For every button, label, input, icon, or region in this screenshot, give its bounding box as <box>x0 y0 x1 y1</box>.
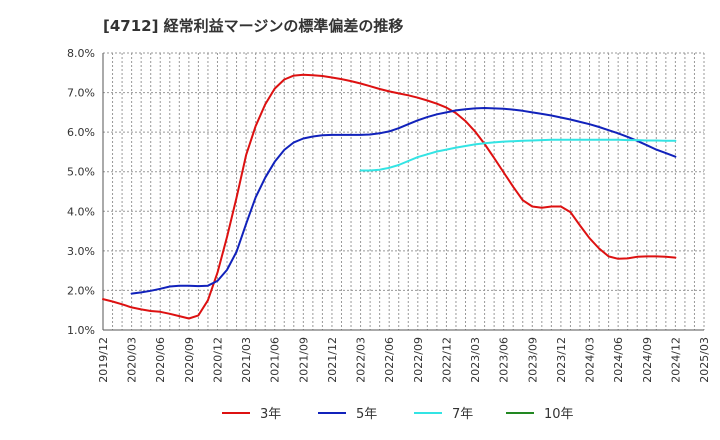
x-tick-label: 2025/03 <box>698 337 711 383</box>
x-tick-label: 2021/12 <box>326 337 339 383</box>
x-tick-label: 2023/06 <box>498 337 511 383</box>
x-tick-label: 2022/09 <box>412 337 425 383</box>
legend: 3年 5年 7年 10年 <box>222 407 574 422</box>
x-tick-label: 2024/09 <box>641 337 654 383</box>
series-layer <box>102 73 677 320</box>
grid <box>102 52 705 331</box>
legend-label-7y: 7年 <box>452 407 473 422</box>
x-tick-label: 2021/03 <box>240 337 253 383</box>
series-line-5y <box>130 107 677 295</box>
x-tick-label: 2024/12 <box>669 337 682 383</box>
x-tick-label: 2020/06 <box>154 337 167 383</box>
y-tick-label: 7.0% <box>67 87 95 100</box>
y-tick-label: 8.0% <box>67 47 95 60</box>
y-tick-label: 4.0% <box>67 205 95 218</box>
plot-area <box>103 53 704 330</box>
x-tick-label: 2023/03 <box>469 337 482 383</box>
x-tick-label: 2023/09 <box>526 337 539 383</box>
x-tick-label: 2020/03 <box>126 337 139 383</box>
y-tick-label: 6.0% <box>67 126 95 139</box>
x-tick-label: 2022/06 <box>383 337 396 383</box>
x-tick-label: 2019/12 <box>97 337 110 383</box>
chart-title: [4712] 経常利益マージンの標準偏差の推移 <box>103 17 403 35</box>
y-tick-label: 5.0% <box>67 166 95 179</box>
y-tick-label: 3.0% <box>67 245 95 258</box>
x-tick-label: 2023/12 <box>555 337 568 383</box>
x-tick-label: 2021/06 <box>269 337 282 383</box>
y-tick-label: 1.0% <box>67 324 95 337</box>
x-tick-label: 2020/12 <box>211 337 224 383</box>
x-tick-label: 2024/03 <box>584 337 597 383</box>
legend-label-3y: 3年 <box>260 407 281 422</box>
y-tick-label: 2.0% <box>67 284 95 297</box>
series-line-3y <box>102 73 677 320</box>
series-line-7y <box>359 138 677 172</box>
x-tick-label: 2021/09 <box>297 337 310 383</box>
y-axis: 1.0% 2.0% 3.0% 4.0% 5.0% 6.0% 7.0% 8.0% <box>67 47 95 337</box>
legend-label-10y: 10年 <box>544 407 574 422</box>
x-tick-label: 2022/03 <box>355 337 368 383</box>
x-axis: 2019/12 2020/03 2020/06 2020/09 2020/12 2021/… <box>97 337 711 383</box>
x-tick-label: 2022/12 <box>440 337 453 383</box>
x-tick-label: 2024/06 <box>612 337 625 383</box>
x-tick-label: 2020/09 <box>183 337 196 383</box>
legend-label-5y: 5年 <box>356 407 377 422</box>
